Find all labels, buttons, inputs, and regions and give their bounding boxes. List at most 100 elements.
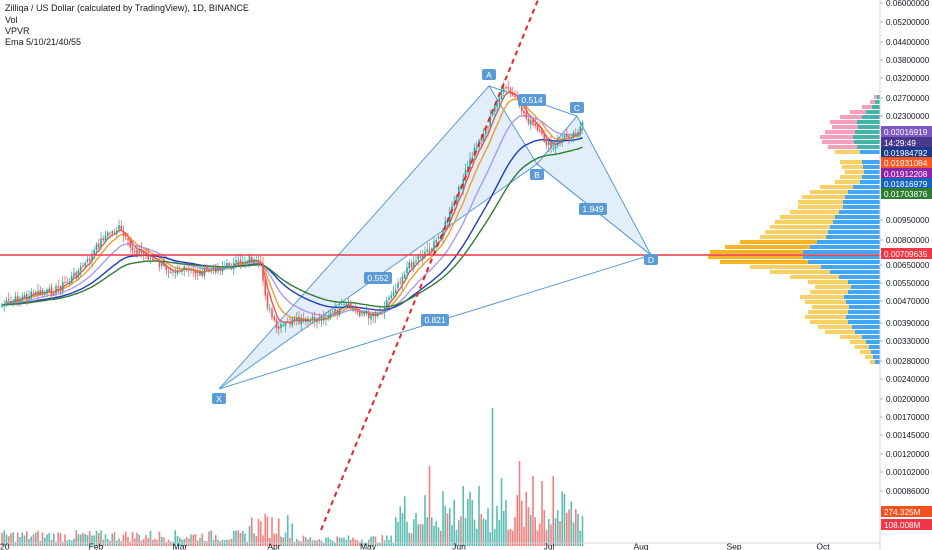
- candle-body: [406, 267, 408, 274]
- candle-body: [147, 254, 150, 260]
- ratio-label-box: [364, 272, 392, 284]
- volume-bar: [399, 506, 402, 546]
- candle-body: [32, 292, 35, 295]
- ema-line-55: [2, 146, 583, 308]
- volume-bar: [541, 481, 543, 546]
- candle-body: [565, 133, 568, 138]
- volume-bar: [131, 532, 134, 546]
- volume-bar: [385, 535, 388, 546]
- volume-bar: [381, 535, 384, 546]
- candle-body: [507, 87, 510, 89]
- candle-body: [536, 124, 539, 131]
- vpvr-row-down: [798, 205, 843, 209]
- volume-bar: [165, 541, 168, 546]
- volume-bar: [304, 537, 307, 546]
- volume-bar: [82, 533, 84, 546]
- indicator-ema-label[interactable]: Ema 5/10/21/40/55: [5, 37, 82, 47]
- candle-body: [73, 272, 75, 277]
- point-label-box: [530, 169, 544, 180]
- volume-bar: [406, 522, 408, 546]
- volume-bar: [257, 518, 260, 546]
- volume-bar: [500, 478, 503, 546]
- candle-body: [64, 282, 66, 284]
- volume-bar: [176, 535, 179, 546]
- candle-body: [154, 257, 156, 260]
- candle-body: [505, 87, 507, 89]
- price-badge: [881, 178, 932, 189]
- candle-body: [219, 267, 222, 271]
- volume-bar: [532, 476, 534, 546]
- volume-bar: [563, 493, 566, 546]
- volume-bar: [253, 533, 255, 546]
- vpvr-row-up: [833, 220, 880, 224]
- indicator-vol-label[interactable]: Vol: [5, 15, 18, 25]
- candle-body: [568, 135, 570, 139]
- candle-body: [313, 317, 316, 323]
- candle-body: [131, 246, 134, 251]
- price-axis[interactable]: 0.06000000 0.05200000 0.04400000 0.03800000…: [879, 0, 930, 550]
- volume-bars: [1, 408, 584, 546]
- candle-body: [97, 243, 100, 248]
- vpvr-row-up: [862, 115, 880, 119]
- candle-body: [354, 308, 357, 310]
- volume-bar: [408, 533, 411, 546]
- time-axis[interactable]: 2020 Feb Mar Apr May Jun Jul Aug Sep Oct: [0, 542, 880, 550]
- vpvr-row-down: [845, 170, 864, 174]
- volume-bar: [230, 538, 233, 546]
- candle-body: [399, 282, 402, 284]
- volume-bar: [160, 536, 163, 546]
- volume-bar: [1, 532, 3, 546]
- volume-bar: [264, 513, 267, 546]
- volume-bar: [489, 532, 492, 546]
- candle-body: [102, 238, 105, 241]
- candle-body: [194, 271, 197, 274]
- price-badge: [881, 168, 932, 179]
- candle-body: [21, 296, 24, 300]
- candle-body: [41, 289, 44, 294]
- vpvr-row-down: [815, 285, 851, 289]
- volume-bar: [241, 531, 244, 546]
- volume-bar: [16, 532, 19, 546]
- candle-body: [277, 326, 280, 329]
- candle-body: [120, 225, 123, 230]
- candle-body: [419, 256, 422, 258]
- volume-bar: [343, 537, 345, 546]
- candle-body: [361, 313, 363, 315]
- candle-body: [403, 274, 406, 278]
- volume-bar: [516, 495, 519, 546]
- candle-body: [446, 221, 449, 223]
- vpvr-row-down: [740, 240, 817, 244]
- candle-body: [205, 266, 208, 271]
- vpvr-row-up: [871, 350, 880, 354]
- candle-body: [390, 295, 393, 298]
- candle-body: [70, 275, 73, 283]
- pattern-bcd: [536, 115, 652, 256]
- time-tick-label: Mar: [173, 542, 188, 550]
- candle-body: [500, 90, 503, 99]
- volume-bar: [55, 541, 57, 546]
- volume-bar: [340, 537, 343, 546]
- volume-bar: [104, 534, 107, 546]
- candle-body: [25, 293, 28, 299]
- candle-body: [223, 266, 226, 268]
- vpvr-row-up: [848, 310, 880, 314]
- volume-bar: [453, 499, 456, 546]
- candle-body: [381, 311, 384, 313]
- overlays: X A B C D 0.552 0.514 1.949 0.821: [0, 0, 880, 531]
- candle-body: [334, 308, 336, 312]
- price-badge-text: 0.01703876: [884, 190, 928, 199]
- volume-bar: [5, 534, 8, 546]
- candle-body: [118, 225, 120, 230]
- volume-bar: [352, 537, 354, 546]
- volume-bar: [88, 530, 91, 546]
- volume-bar: [73, 538, 75, 546]
- volume-bar: [95, 530, 98, 546]
- candle-body: [208, 269, 210, 272]
- candle-body: [509, 88, 512, 92]
- candle-body: [253, 259, 255, 264]
- candle-body: [516, 96, 519, 98]
- indicator-vpvr-label[interactable]: VPVR: [5, 26, 30, 36]
- candle-body: [550, 141, 552, 148]
- vpvr-row-down: [818, 325, 852, 329]
